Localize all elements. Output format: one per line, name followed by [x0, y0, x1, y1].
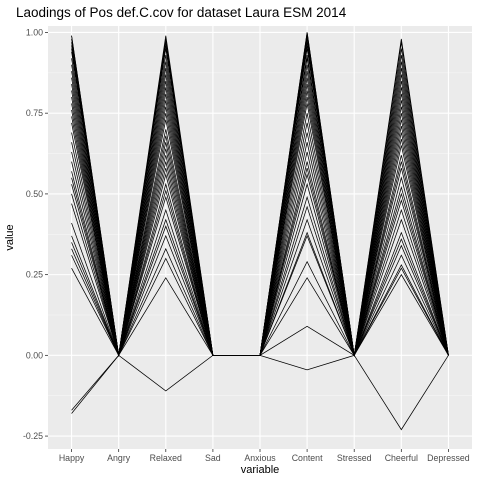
x-axis: Happy Angry Relaxed Sad Anxious Content Stress… [59, 449, 470, 463]
x-tick-label: Stressed [337, 453, 372, 463]
x-tick-label: Sad [205, 453, 221, 463]
y-tick-label: 0.75 [26, 108, 43, 118]
y-tick-label: 0.25 [26, 270, 43, 280]
x-tick-label: Anxious [244, 453, 276, 463]
x-axis-title: variable [241, 464, 280, 476]
x-tick-label: Happy [59, 453, 85, 463]
y-tick-label: 0.50 [26, 189, 43, 199]
x-tick-label: Cheerful [385, 453, 418, 463]
y-tick-label: -0.25 [23, 431, 43, 441]
y-axis: -0.25 0.00 0.25 0.50 0.75 1.00 [23, 27, 48, 441]
series-line [71, 32, 449, 356]
chart-title: Laodings of Pos def.C.cov for dataset La… [16, 5, 347, 20]
x-tick-label: Angry [107, 453, 131, 463]
x-tick-label: Content [292, 453, 323, 463]
x-tick-label: Relaxed [150, 453, 182, 463]
grid-layer [48, 26, 472, 449]
data-lines [71, 32, 449, 431]
y-tick-label: 1.00 [26, 27, 43, 37]
x-tick-label: Depressed [427, 453, 470, 463]
y-axis-title: value [4, 224, 16, 250]
y-tick-label: 0.00 [26, 350, 43, 360]
